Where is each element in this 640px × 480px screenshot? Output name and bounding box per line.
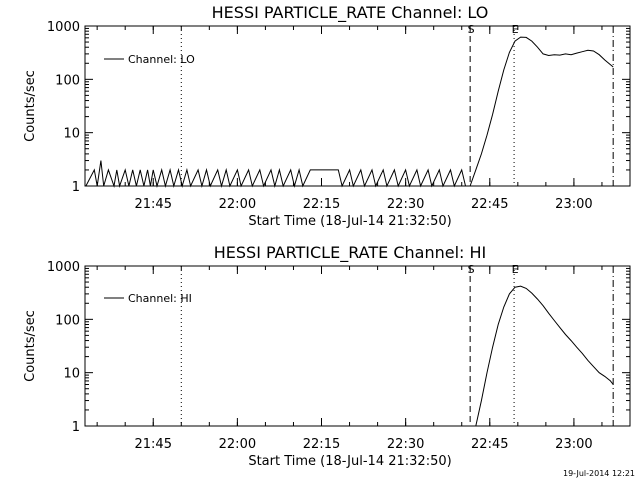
y-axis-label: Counts/sec bbox=[23, 70, 38, 142]
x-tick-label: 21:45 bbox=[135, 197, 172, 212]
legend: Channel: HI bbox=[104, 292, 192, 305]
x-axis-label: Start Time (18-Jul-14 21:32:50) bbox=[248, 454, 451, 469]
x-tick-label: 23:00 bbox=[555, 197, 592, 212]
series-line bbox=[85, 36, 614, 188]
x-axis-label: Start Time (18-Jul-14 21:32:50) bbox=[248, 214, 451, 229]
legend: Channel: LO bbox=[104, 53, 195, 66]
event-marker-label: E bbox=[512, 263, 519, 276]
x-tick-label: 22:30 bbox=[387, 437, 424, 452]
panel-hi: HESSI PARTICLE_RATE Channel: HI Counts/s… bbox=[23, 243, 631, 469]
legend-label: Channel: LO bbox=[128, 53, 195, 66]
y-tick-label: 1000 bbox=[47, 20, 80, 35]
x-tick-label: 22:15 bbox=[303, 437, 340, 452]
y-tick-label: 100 bbox=[55, 73, 80, 88]
x-tick-label: 22:30 bbox=[387, 197, 424, 212]
y-tick-label: 100 bbox=[55, 313, 80, 328]
event-marker-label: S bbox=[468, 23, 475, 36]
x-tick-label: 22:45 bbox=[471, 437, 508, 452]
x-tick-label: 21:45 bbox=[135, 437, 172, 452]
plot-frame bbox=[84, 25, 631, 187]
y-tick-label: 10 bbox=[63, 367, 80, 382]
x-tick-label: 22:00 bbox=[219, 197, 256, 212]
event-marker-label: S bbox=[468, 263, 475, 276]
x-tick-label: 23:00 bbox=[555, 437, 592, 452]
legend-label: Channel: HI bbox=[128, 292, 192, 305]
y-tick-label: 1000 bbox=[47, 260, 80, 275]
footer-timestamp: 19-Jul-2014 12:21 bbox=[563, 469, 635, 478]
series-line bbox=[475, 285, 614, 427]
plot-title: HESSI PARTICLE_RATE Channel: LO bbox=[212, 3, 489, 23]
y-tick-label: 1 bbox=[72, 420, 80, 435]
panel-lo: HESSI PARTICLE_RATE Channel: LO Counts/s… bbox=[23, 3, 631, 229]
plot-frame bbox=[84, 265, 631, 427]
x-tick-label: 22:45 bbox=[471, 197, 508, 212]
plot-title: HESSI PARTICLE_RATE Channel: HI bbox=[214, 243, 487, 263]
x-tick-label: 22:00 bbox=[219, 437, 256, 452]
x-tick-label: 22:15 bbox=[303, 197, 340, 212]
event-marker-label: E bbox=[512, 23, 519, 36]
y-axis-label: Counts/sec bbox=[23, 310, 38, 382]
y-tick-label: 10 bbox=[63, 127, 80, 142]
y-tick-label: 1 bbox=[72, 180, 80, 195]
